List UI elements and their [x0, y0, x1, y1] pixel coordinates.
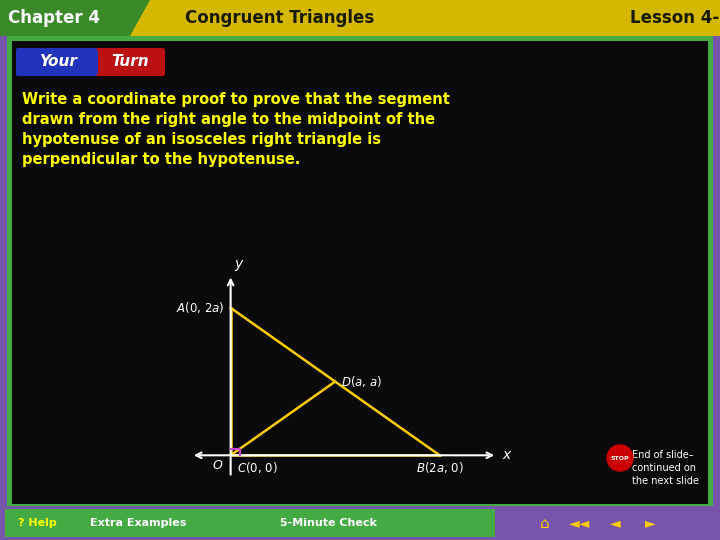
Text: 5-Minute Check: 5-Minute Check — [280, 518, 377, 528]
Text: Chapter 4: Chapter 4 — [8, 9, 100, 27]
Text: STOP: STOP — [611, 456, 629, 461]
Bar — [7, 36, 713, 508]
Bar — [0, 0, 130, 36]
Bar — [5, 509, 495, 537]
Text: ? Help: ? Help — [18, 518, 57, 528]
Text: x: x — [503, 448, 510, 462]
Polygon shape — [130, 0, 150, 36]
Text: Extra Examples: Extra Examples — [90, 518, 186, 528]
Bar — [12, 41, 708, 504]
Text: perpendicular to the hypotenuse.: perpendicular to the hypotenuse. — [22, 152, 300, 167]
Text: Write a coordinate proof to prove that the segment: Write a coordinate proof to prove that t… — [22, 92, 450, 107]
Text: $A$(0, 2$a$): $A$(0, 2$a$) — [176, 300, 225, 315]
Text: $B$(2$a$, 0): $B$(2$a$, 0) — [415, 461, 464, 475]
Text: $C$(0, 0): $C$(0, 0) — [237, 461, 278, 475]
Text: O: O — [212, 459, 222, 472]
Bar — [0, 0, 720, 36]
Bar — [0, 506, 720, 540]
Bar — [93, 50, 103, 74]
Text: ◄◄: ◄◄ — [570, 516, 590, 530]
Bar — [98, 50, 106, 74]
Text: hypotenuse of an isosceles right triangle is: hypotenuse of an isosceles right triangl… — [22, 132, 381, 147]
Text: ⌂: ⌂ — [540, 516, 550, 530]
FancyBboxPatch shape — [96, 48, 165, 76]
Text: Turn: Turn — [111, 55, 149, 70]
Text: Your: Your — [39, 55, 77, 70]
Text: Lesson 4-7: Lesson 4-7 — [630, 9, 720, 27]
Text: ◄: ◄ — [610, 516, 621, 530]
Circle shape — [607, 445, 633, 471]
Text: y: y — [235, 257, 243, 271]
Text: End of slide–
continued on
the next slide: End of slide– continued on the next slid… — [632, 450, 699, 487]
FancyBboxPatch shape — [16, 48, 100, 76]
Text: ►: ► — [644, 516, 655, 530]
Text: $D$($a$, $a$): $D$($a$, $a$) — [341, 374, 382, 389]
Text: drawn from the right angle to the midpoint of the: drawn from the right angle to the midpoi… — [22, 112, 435, 127]
Text: Congruent Triangles: Congruent Triangles — [185, 9, 374, 27]
